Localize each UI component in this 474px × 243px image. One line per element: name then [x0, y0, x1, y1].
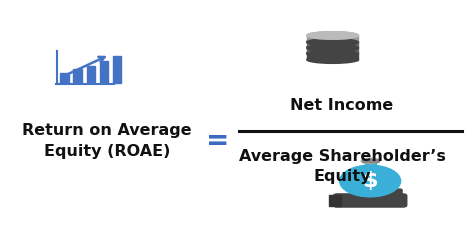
Bar	[329, 195, 341, 206]
Ellipse shape	[307, 43, 358, 51]
Bar	[60, 73, 69, 83]
FancyArrowPatch shape	[65, 57, 105, 75]
Bar	[307, 41, 358, 48]
Bar	[113, 56, 121, 83]
Ellipse shape	[307, 50, 358, 58]
Bar	[365, 162, 376, 168]
Bar	[307, 47, 358, 54]
FancyBboxPatch shape	[365, 189, 379, 198]
Ellipse shape	[361, 158, 379, 164]
Bar	[100, 61, 108, 83]
Bar	[87, 66, 95, 83]
Ellipse shape	[307, 49, 358, 57]
Text: Return on Average
Equity (ROAE): Return on Average Equity (ROAE)	[22, 123, 192, 159]
Ellipse shape	[307, 39, 358, 46]
Ellipse shape	[307, 56, 358, 63]
Bar	[307, 35, 358, 42]
Circle shape	[340, 165, 401, 197]
Ellipse shape	[307, 37, 358, 45]
Text: Average Shareholder’s
Equity: Average Shareholder’s Equity	[238, 149, 446, 184]
FancyBboxPatch shape	[334, 194, 407, 207]
Text: Net Income: Net Income	[291, 98, 393, 113]
Ellipse shape	[307, 32, 358, 39]
Bar	[307, 53, 358, 60]
Bar	[73, 69, 82, 83]
Text: $: $	[363, 171, 378, 191]
Bar	[362, 160, 379, 161]
Text: =: =	[206, 127, 229, 155]
FancyBboxPatch shape	[354, 189, 367, 198]
FancyBboxPatch shape	[389, 189, 402, 198]
FancyBboxPatch shape	[377, 189, 390, 198]
Ellipse shape	[307, 44, 358, 52]
Ellipse shape	[307, 32, 358, 39]
